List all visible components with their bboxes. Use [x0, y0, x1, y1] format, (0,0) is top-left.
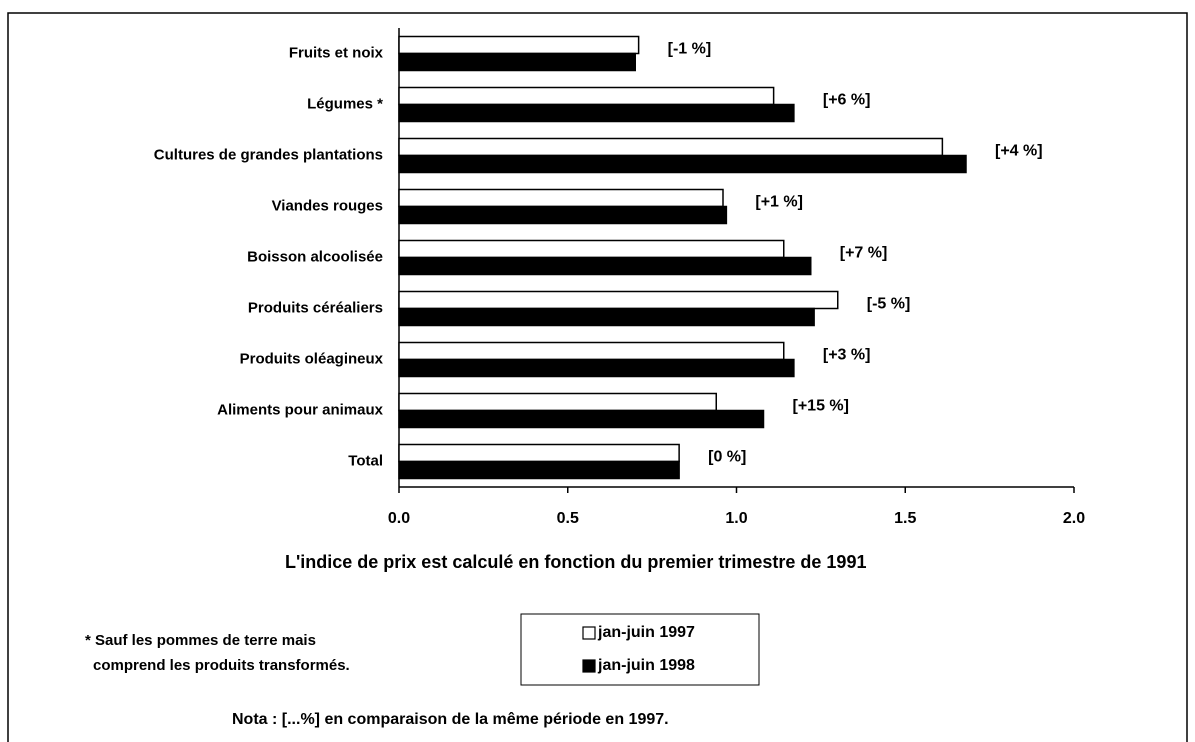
bar	[398, 154, 967, 174]
bar	[398, 52, 636, 72]
x-tick-label: 1.5	[894, 510, 916, 527]
y-tick-label: Boisson alcoolisée	[247, 248, 383, 265]
bar	[398, 409, 765, 429]
bar	[398, 103, 795, 123]
y-tick-label: Légumes *	[307, 95, 383, 112]
y-tick-label: Cultures de grandes plantations	[154, 146, 383, 163]
bar	[398, 307, 815, 327]
change-label: [0 %]	[708, 449, 746, 466]
legend-box	[520, 613, 760, 686]
footnote: * Sauf les pommes de terre mais	[85, 632, 316, 649]
change-label: [+3 %]	[823, 347, 871, 364]
bar	[398, 392, 717, 412]
x-tick-label: 1.0	[725, 510, 747, 527]
change-label: [-5 %]	[867, 296, 911, 313]
bar	[398, 239, 785, 259]
change-label: [+6 %]	[823, 92, 871, 109]
y-tick-label: Produits céréaliers	[248, 299, 383, 316]
bar	[398, 460, 680, 480]
x-tick-label: 0.5	[557, 510, 579, 527]
legend-label: jan-juin 1998	[597, 657, 695, 674]
footnote: comprend les produits transformés.	[93, 657, 350, 674]
bar	[398, 35, 640, 55]
bar	[398, 341, 785, 361]
legend-marker	[582, 659, 596, 673]
x-tick-label: 0.0	[388, 510, 410, 527]
bar	[398, 137, 944, 157]
bar	[398, 358, 795, 378]
change-label: [-1 %]	[668, 41, 712, 58]
y-tick-label: Total	[348, 452, 383, 469]
bar	[398, 86, 775, 106]
legend-marker	[582, 626, 596, 640]
x-axis-label: L'indice de prix est calculé en fonction…	[285, 552, 867, 572]
y-tick-label: Aliments pour animaux	[217, 401, 384, 418]
change-label: [+15 %]	[793, 398, 849, 415]
y-tick-label: Produits oléagineux	[240, 350, 384, 367]
bar	[398, 256, 812, 276]
bar	[398, 290, 839, 310]
bar	[398, 188, 724, 208]
change-label: [+4 %]	[995, 143, 1043, 160]
frame	[7, 12, 1188, 742]
bar	[398, 443, 680, 463]
note: Nota : [...%] en comparaison de la même …	[232, 711, 669, 728]
x-tick-label: 2.0	[1063, 510, 1085, 527]
y-tick-label: Fruits et noix	[289, 44, 384, 61]
bar	[398, 205, 728, 225]
y-tick-label: Viandes rouges	[272, 197, 383, 214]
change-label: [+7 %]	[840, 245, 888, 262]
change-label: [+1 %]	[755, 194, 803, 211]
legend-label: jan-juin 1997	[597, 624, 695, 641]
